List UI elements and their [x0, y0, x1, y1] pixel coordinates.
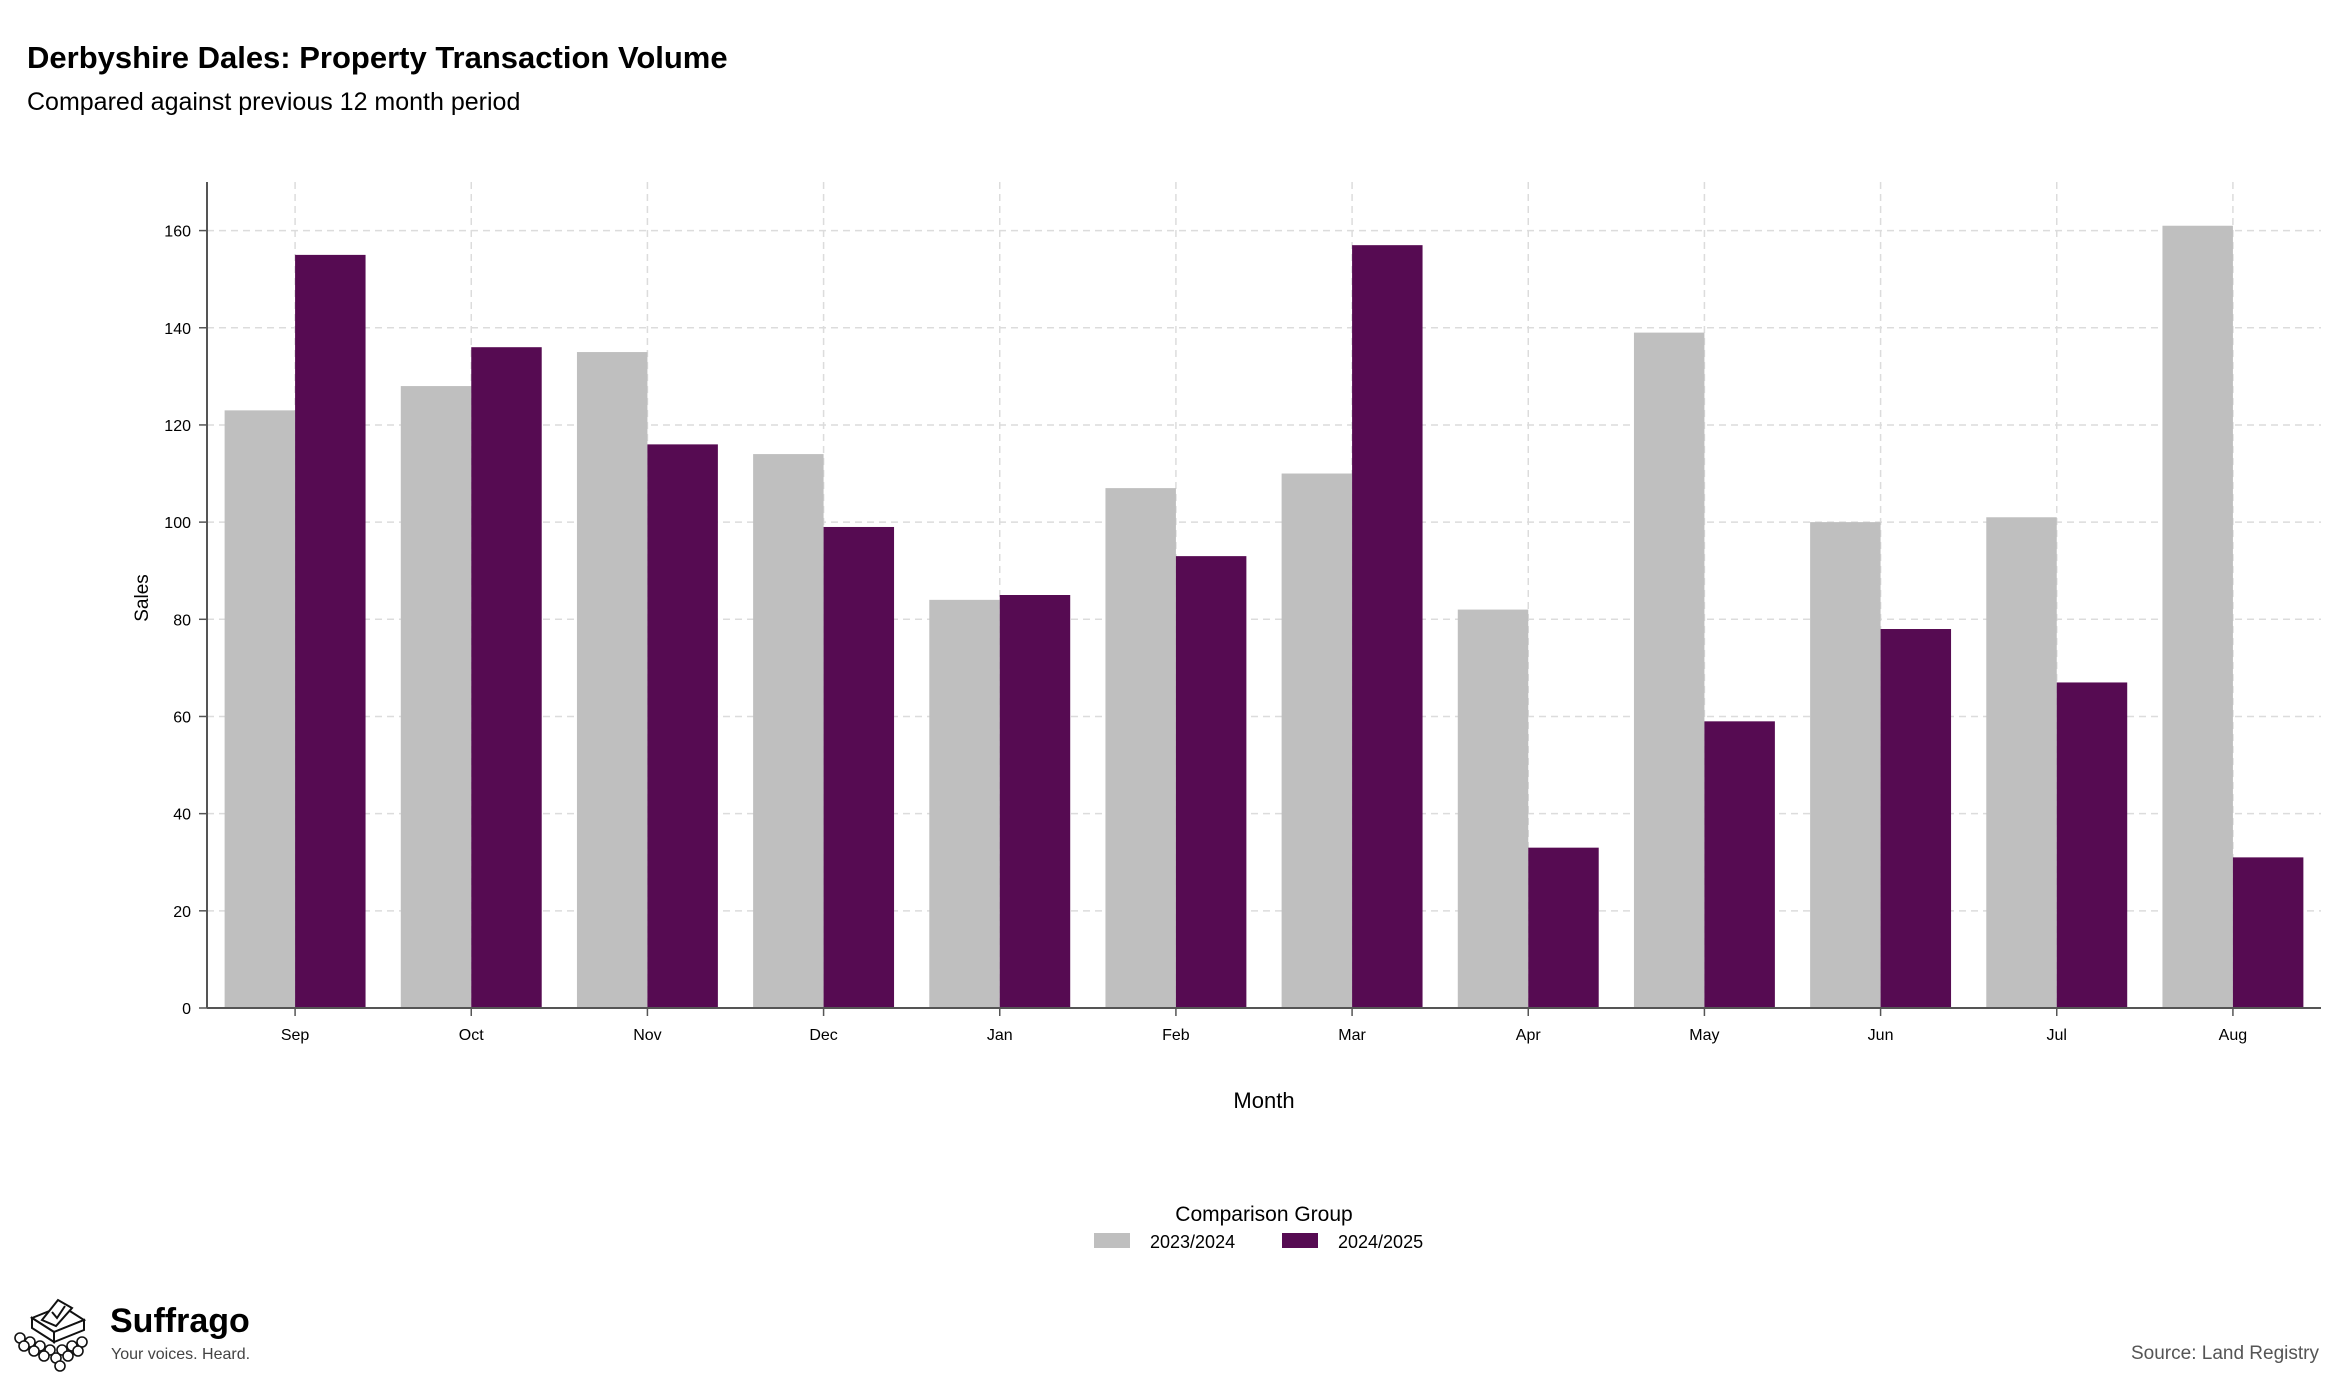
- y-tick-label: 20: [173, 904, 191, 921]
- bar-2024-2025-jan: [999, 595, 1071, 1008]
- y-tick-label: 120: [164, 418, 191, 435]
- bar-2023-2024-jul: [1986, 517, 2057, 1008]
- y-tick-label: 100: [164, 515, 191, 532]
- bar-2023-2024-feb: [1105, 488, 1176, 1008]
- x-tick-label-jun: Jun: [1868, 1027, 1894, 1044]
- legend: 2023/2024 2024/2025: [1094, 1232, 1423, 1252]
- bars: [224, 225, 2304, 1009]
- legend-swatch-2024-2025: [1282, 1233, 1318, 1248]
- x-tick-label-mar: Mar: [1338, 1027, 1366, 1044]
- x-tick-label-jan: Jan: [987, 1027, 1013, 1044]
- y-tick-label: 40: [173, 807, 191, 824]
- x-tick-label-apr: Apr: [1516, 1027, 1542, 1044]
- legend-label-2023-2024: 2023/2024: [1150, 1232, 1235, 1252]
- brand-name: Suffrago: [110, 1302, 250, 1340]
- y-tick-label: 160: [164, 224, 191, 241]
- bar-2024-2025-oct: [471, 347, 542, 1008]
- x-tick-label-nov: Nov: [633, 1027, 661, 1044]
- bar-2023-2024-aug: [2162, 225, 2233, 1008]
- y-tick-label: 140: [164, 321, 191, 338]
- bar-2024-2025-sep: [295, 254, 366, 1009]
- x-tick-label-sep: Sep: [281, 1027, 310, 1044]
- chart-subtitle: Compared against previous 12 month perio…: [27, 88, 521, 116]
- bar-2024-2025-nov: [647, 444, 718, 1008]
- bar-chart: 0 20 40 60 80 100 120 140 160 Sep Oct Nov Dec Jan Feb…: [132, 182, 2321, 1252]
- bar-2023-2024-apr: [1457, 609, 1529, 1008]
- bar-2023-2024-may: [1633, 332, 1705, 1008]
- bar-2023-2024-jan: [929, 599, 1000, 1008]
- bar-2024-2025-jun: [1880, 629, 1952, 1008]
- legend-swatch-2023-2024: [1094, 1233, 1130, 1248]
- x-tick-label-may: May: [1689, 1027, 1719, 1044]
- legend-title: Comparison Group: [1175, 1203, 1352, 1226]
- bar-2024-2025-apr: [1528, 847, 1599, 1008]
- x-tick-label-jul: Jul: [2047, 1027, 2067, 1044]
- legend-label-2024-2025: 2024/2025: [1338, 1232, 1423, 1252]
- y-tick-label: 60: [173, 709, 191, 726]
- bar-2024-2025-aug: [2232, 857, 2304, 1008]
- x-tick-label-oct: Oct: [459, 1027, 484, 1044]
- bar-2024-2025-feb: [1175, 556, 1247, 1008]
- y-axis-title: Sales: [132, 574, 153, 622]
- ballot-box-logo-icon: [14, 1298, 88, 1372]
- axes: [206, 182, 2321, 1009]
- bar-2023-2024-nov: [576, 352, 648, 1008]
- x-tick-label-aug: Aug: [2219, 1027, 2247, 1044]
- y-tick-label: 80: [173, 612, 191, 629]
- bar-2023-2024-sep: [224, 410, 296, 1008]
- y-tick-labels: 0 20 40 60 80 100 120 140 160: [164, 224, 207, 1018]
- bar-2023-2024-oct: [400, 386, 472, 1009]
- bar-2024-2025-mar: [1352, 245, 1423, 1009]
- x-tick-label-dec: Dec: [809, 1027, 837, 1044]
- bar-2024-2025-jul: [2056, 682, 2128, 1008]
- bar-2024-2025-may: [1704, 721, 1775, 1008]
- chart-title: Derbyshire Dales: Property Transaction V…: [27, 40, 728, 75]
- bar-2023-2024-jun: [1810, 522, 1881, 1008]
- source-note: Source: Land Registry: [2131, 1343, 2319, 1364]
- y-tick-label: 0: [182, 1001, 191, 1018]
- bar-2024-2025-dec: [823, 526, 895, 1008]
- x-tick-label-feb: Feb: [1162, 1027, 1190, 1044]
- bar-2023-2024-mar: [1281, 473, 1353, 1008]
- x-tick-labels: Sep Oct Nov Dec Jan Feb Mar Apr May Jun Jul Aug: [281, 1008, 2247, 1044]
- bar-2023-2024-dec: [753, 454, 824, 1008]
- brand-tagline: Your voices. Heard.: [111, 1346, 251, 1363]
- x-axis-title: Month: [1233, 1088, 1294, 1113]
